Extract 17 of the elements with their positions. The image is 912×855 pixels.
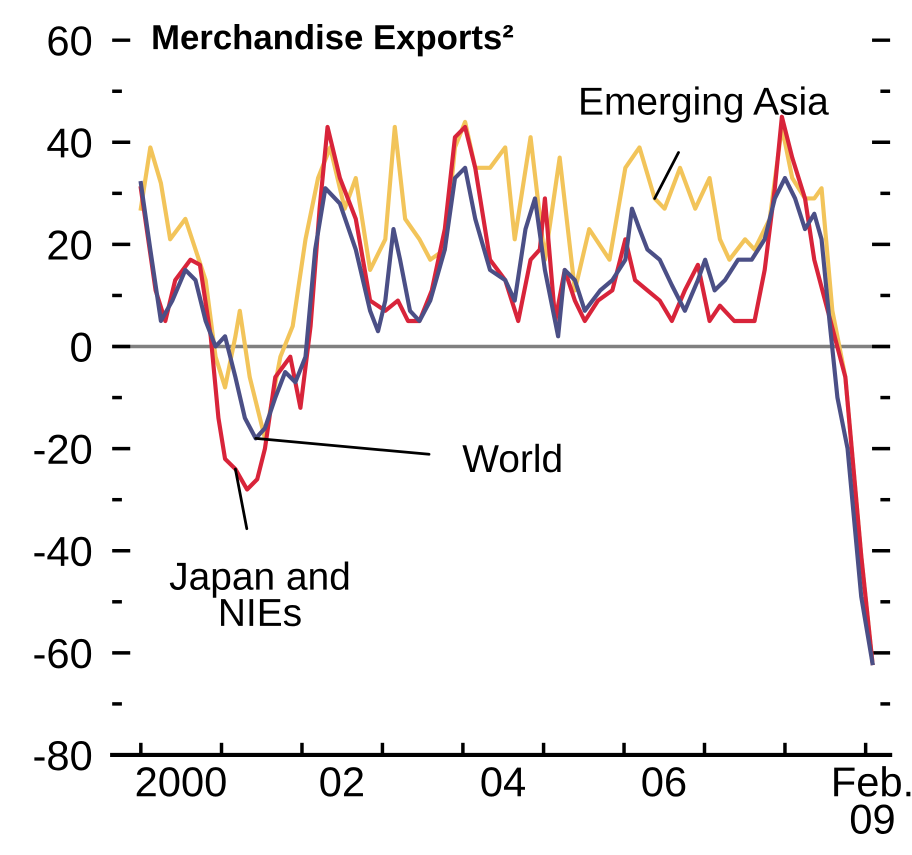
x-tick-label: 2000 — [136, 767, 226, 797]
y-tick-label: 0 — [71, 332, 92, 362]
y-tick-label: 40 — [47, 128, 92, 158]
y-tick-label: 20 — [48, 230, 92, 260]
y-tick-label: 60 — [48, 26, 92, 56]
y-tick-label: -40 — [34, 536, 92, 566]
x-tick-label: 02 — [320, 767, 363, 797]
y-tick-label: -80 — [34, 740, 92, 770]
y-tick-label: -60 — [34, 638, 92, 668]
series-label: Emerging Asia — [581, 86, 829, 123]
x-tick-label: 04 — [481, 767, 525, 797]
text: Japan and NIEs — [170, 561, 348, 626]
x-tick-label: Feb. 09 — [834, 766, 910, 834]
text: World — [462, 444, 561, 472]
chart-title: Merchandise Exports² — [153, 24, 514, 56]
y-tick-label: -20 — [34, 434, 92, 464]
x-tick-label: 06 — [642, 767, 686, 797]
